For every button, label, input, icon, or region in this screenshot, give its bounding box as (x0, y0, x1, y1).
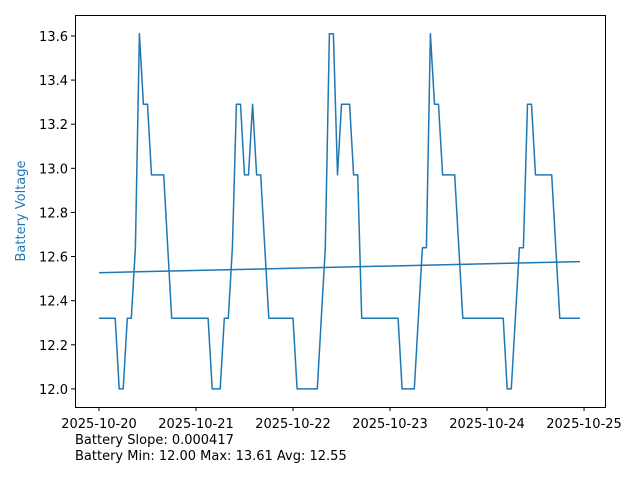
x-axis: 2025-10-20 2025-10-21 2025-10-22 2025-10-23… (61, 407, 622, 432)
y-tick-label: 12.6 (39, 251, 68, 266)
y-tick-label: 12.4 (39, 295, 68, 310)
y-tick-label: 13.6 (39, 30, 68, 45)
battery-voltage-line (99, 33, 580, 390)
battery-slope-text: Battery Slope: 0.000417 (75, 433, 234, 448)
plot-lines (98, 33, 581, 390)
trend-line (98, 260, 581, 274)
y-tick-label: 13.0 (39, 162, 68, 177)
y-tick-label: 13.4 (39, 74, 68, 89)
battery-stats-text: Battery Min: 12.00 Max: 13.61 Avg: 12.55 (75, 449, 347, 464)
x-tick-label: 2025-10-24 (449, 417, 525, 432)
y-axis-label: Battery Voltage (14, 160, 29, 261)
x-tick-label: 2025-10-21 (158, 417, 234, 432)
y-axis: 12.0 12.2 12.4 12.6 12.8 13.0 13.2 13.4 13.6 (39, 30, 75, 398)
x-tick-label: 2025-10-22 (255, 417, 331, 432)
y-tick-label: 13.2 (39, 118, 68, 133)
y-tick-label: 12.0 (39, 383, 68, 398)
x-tick-label: 2025-10-20 (61, 417, 137, 432)
x-tick-label: 2025-10-25 (546, 417, 622, 432)
x-tick-label: 2025-10-23 (352, 417, 428, 432)
y-tick-label: 12.2 (39, 339, 68, 354)
plot-frame (75, 15, 606, 408)
y-tick-label: 12.8 (39, 206, 68, 221)
